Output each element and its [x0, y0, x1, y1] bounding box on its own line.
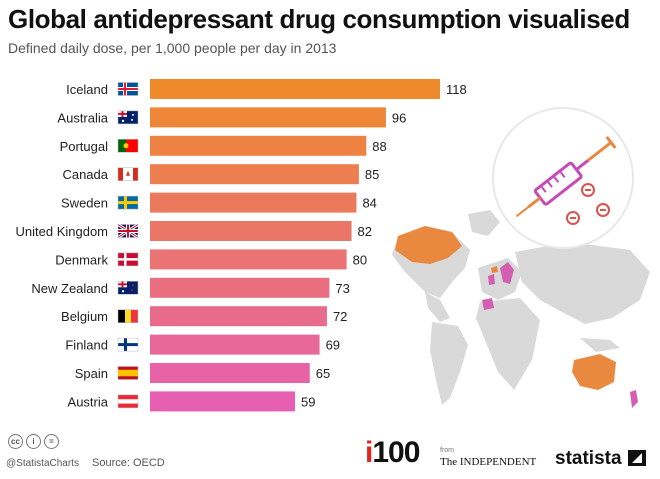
cc-icon: cc — [8, 434, 23, 449]
map-canada — [395, 226, 462, 264]
map-iberia — [482, 298, 494, 310]
map-iceland — [491, 266, 498, 273]
category-label: Australia — [57, 110, 108, 125]
value-label: 118 — [446, 82, 467, 97]
denmark-flag-icon — [117, 252, 139, 267]
syringe-circle — [492, 107, 634, 249]
value-label: 96 — [392, 110, 406, 125]
from-label: from — [440, 447, 454, 454]
bars-group: Iceland 118 Australia 96 Portugal 88 Canada 85 S… — [16, 79, 467, 412]
syringe-icon — [515, 135, 617, 218]
category-label: Sweden — [61, 196, 108, 211]
chart-title: Global antidepressant drug consumption v… — [8, 4, 630, 34]
spain-flag-icon — [117, 366, 139, 380]
value-label: 65 — [316, 366, 330, 381]
bar — [150, 391, 295, 412]
value-label: 72 — [333, 309, 347, 324]
united-kingdom-flag-icon — [117, 223, 139, 239]
new-zealand-flag-icon — [117, 281, 139, 295]
bar — [150, 79, 440, 99]
canada-flag-icon — [117, 167, 139, 181]
bar — [150, 135, 367, 156]
belgium-flag-icon — [117, 309, 139, 323]
world-map — [392, 210, 650, 408]
map-landmass — [580, 338, 620, 352]
statista-mark-icon — [628, 450, 646, 466]
value-label: 88 — [372, 139, 386, 154]
value-label: 73 — [335, 281, 349, 296]
map-landmass — [468, 210, 500, 236]
value-label: 84 — [362, 196, 376, 211]
bar — [150, 249, 347, 270]
nd-icon: = — [44, 434, 59, 449]
i100-logo: i100 — [365, 436, 420, 469]
bar — [150, 306, 327, 327]
bar — [150, 107, 386, 128]
category-label: New Zealand — [31, 281, 108, 296]
category-label: Canada — [62, 167, 108, 182]
category-label: Austria — [68, 394, 109, 409]
map-landmass — [478, 258, 522, 300]
value-label: 69 — [326, 338, 340, 353]
australia-flag-icon — [117, 110, 139, 125]
austria-flag-icon — [117, 394, 139, 409]
sweden-flag-icon — [117, 195, 139, 210]
category-label: Portugal — [60, 139, 109, 154]
map-landmass — [476, 298, 540, 390]
value-label: 80 — [353, 252, 367, 267]
value-label: 85 — [365, 167, 379, 182]
finland-flag-icon — [117, 337, 139, 352]
footer: cc i = @StatistaCharts Source: OECD i100… — [0, 426, 660, 479]
pill-icon — [581, 183, 595, 197]
bar — [150, 192, 357, 213]
bar — [150, 221, 352, 241]
map-landmass — [425, 292, 450, 322]
category-label: United Kingdom — [16, 224, 109, 239]
category-label: Denmark — [55, 252, 108, 267]
pill-icon — [596, 203, 610, 217]
iceland-flag-icon — [117, 82, 139, 96]
bar — [150, 363, 310, 383]
map-australia — [572, 354, 616, 390]
source-note: Source: OECD — [92, 457, 165, 469]
value-label: 82 — [358, 224, 372, 239]
map-scandinavia — [500, 262, 514, 284]
bar-chart: Iceland 118 Australia 96 Portugal 88 Canada 85 S… — [16, 79, 650, 412]
category-label: Belgium — [61, 309, 108, 324]
bar — [150, 164, 359, 185]
category-label: Iceland — [66, 82, 108, 97]
statista-handle[interactable]: @StatistaCharts — [6, 458, 79, 469]
bar — [150, 334, 320, 355]
map-new-zealand — [630, 390, 638, 408]
map-landmass — [430, 322, 468, 405]
category-label: Spain — [75, 366, 108, 381]
statista-logo[interactable]: statista — [555, 448, 622, 469]
map-uk — [488, 274, 495, 285]
value-label: 59 — [301, 394, 315, 409]
syringe-illustration — [492, 107, 634, 249]
map-landmass — [515, 242, 650, 324]
chart-subtitle: Defined daily dose, per 1,000 people per… — [8, 40, 337, 56]
independent-logo: The INDEPENDENT — [440, 456, 537, 468]
by-icon: i — [26, 434, 41, 449]
category-label: Finland — [65, 338, 108, 353]
bar — [150, 277, 330, 298]
pill-icon — [566, 211, 580, 225]
portugal-flag-icon — [117, 139, 139, 153]
license-icons: cc i = — [8, 434, 59, 449]
